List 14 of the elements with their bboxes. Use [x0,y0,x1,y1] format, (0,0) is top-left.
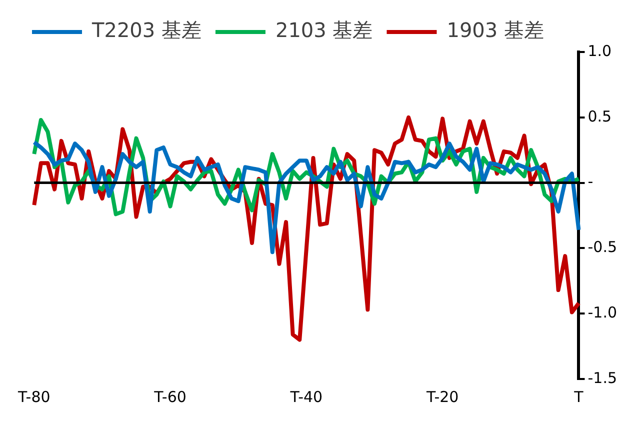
y-tick-label: -1.0 [588,303,618,322]
x-tick-label: T-80 [16,388,50,406]
legend-label: 2103 基差 [275,18,373,42]
y-tick-label: -0.5 [588,238,618,256]
x-tick-label: T-60 [153,388,186,406]
y-tick-label: 0.5 [588,107,612,126]
x-tick-label: T [573,388,584,406]
y-tick-label: - [588,172,594,191]
x-tick-label: T-20 [425,388,459,406]
y-tick-label: -1.5 [588,368,618,387]
legend-label: 1903 基差 [446,18,544,42]
legend-label: T2203 基差 [91,18,202,42]
y-tick-label: 1.0 [588,42,612,60]
x-tick-label: T-40 [289,388,323,406]
